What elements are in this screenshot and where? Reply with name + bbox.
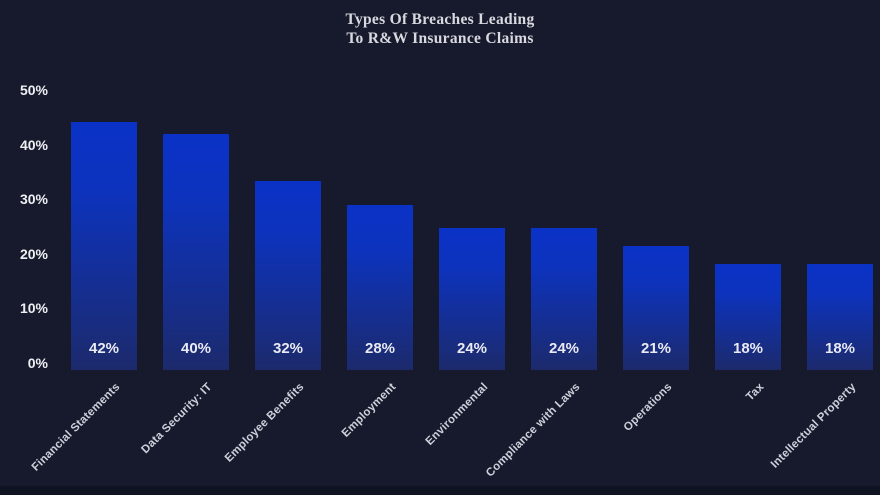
chart-title-line2: To R&W Insurance Claims [346, 30, 534, 47]
bar: 28% [347, 205, 413, 370]
x-axis-label: Tax [744, 381, 767, 404]
chart-title-line1: Types Of Breaches Leading [345, 11, 535, 28]
bar-value-label: 40% [180, 340, 212, 357]
bar: 21% [623, 246, 689, 370]
y-tick-label: 40% [19, 136, 48, 153]
chart-title: Types Of Breaches Leading To R&W Insuran… [0, 10, 880, 48]
y-tick-label: 0% [27, 355, 48, 371]
bar: 32% [255, 181, 321, 370]
bar-value-label: 18% [732, 340, 764, 357]
bar: 42% [71, 122, 137, 370]
bar: 24% [531, 228, 597, 370]
y-tick-label: 50% [19, 82, 48, 98]
bar: 24% [439, 228, 505, 370]
x-axis-label: Intellectual Property [768, 381, 859, 471]
bar: 18% [715, 264, 781, 370]
bar-value-label: 21% [640, 340, 672, 357]
bar-value-label: 42% [88, 340, 120, 357]
x-axis-label: Compliance with Laws [483, 381, 583, 480]
x-axis-label: Employee Benefits [222, 381, 307, 465]
bar-value-label: 32% [272, 340, 304, 357]
bar: 18% [807, 264, 873, 370]
bar-value-label: 28% [364, 340, 396, 357]
bottom-strip [0, 486, 880, 495]
bar-value-label: 18% [824, 340, 856, 357]
x-axis-label: Environmental [423, 381, 491, 448]
y-tick-label: 30% [19, 191, 48, 208]
x-axis-label: Employment [339, 381, 399, 440]
y-tick-label: 20% [19, 245, 48, 262]
y-tick-label: 10% [19, 300, 48, 317]
bar-value-label: 24% [456, 340, 488, 357]
x-axis-label: Data Security: IT [139, 381, 215, 457]
x-axis-label: Financial Statements [29, 381, 123, 474]
bar-value-label: 24% [548, 340, 580, 357]
bar: 40% [163, 134, 229, 370]
x-axis-label: Operations [621, 381, 675, 434]
